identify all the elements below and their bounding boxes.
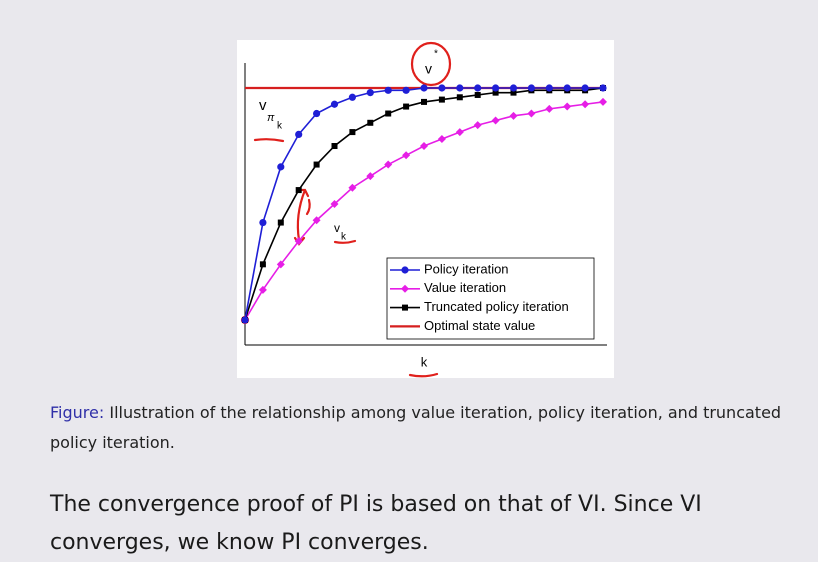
- legend-label: Policy iteration: [424, 261, 509, 276]
- marker: [331, 143, 338, 149]
- annotation-text: v: [425, 61, 432, 77]
- marker: [599, 84, 607, 92]
- marker: [402, 304, 408, 311]
- series: [241, 84, 607, 324]
- marker: [509, 84, 518, 92]
- annotation: v π k: [259, 97, 283, 132]
- annotation-sub: k: [341, 232, 347, 243]
- marker: [527, 109, 536, 118]
- marker: [258, 285, 267, 294]
- marker: [295, 130, 303, 138]
- marker: [241, 316, 249, 324]
- marker: [421, 98, 427, 105]
- series: [241, 97, 607, 324]
- legend-label: Truncated policy iteration: [424, 299, 569, 314]
- marker: [456, 84, 464, 92]
- marker: [366, 89, 374, 97]
- legend: Policy iteration Value iteration Truncated…: [386, 257, 595, 340]
- legend-label: Optimal state value: [424, 318, 535, 333]
- caption-label: Figure:: [50, 403, 105, 422]
- marker: [563, 102, 572, 111]
- marker: [581, 84, 589, 92]
- legend-box: [386, 257, 595, 340]
- marker: [527, 84, 535, 92]
- marker: [313, 161, 320, 168]
- x-axis-label: k: [421, 354, 428, 369]
- marker: [348, 93, 356, 101]
- marker: [294, 237, 303, 246]
- marker: [438, 84, 446, 92]
- caption-text: Illustration of the relationship among v…: [50, 403, 782, 452]
- marker: [401, 266, 409, 274]
- marker: [563, 84, 571, 92]
- marker: [438, 96, 445, 103]
- marker: [259, 218, 267, 227]
- chart: k v π k v k v * Policy iteration Value it…: [237, 40, 614, 378]
- marker: [509, 111, 518, 120]
- annotation-subsub: k: [277, 121, 283, 132]
- annotation-sup: *: [434, 49, 438, 60]
- marker: [510, 89, 517, 96]
- annotation: v k: [334, 221, 347, 242]
- marker: [349, 129, 356, 136]
- marker: [277, 163, 285, 171]
- annotation-sub: π: [267, 112, 275, 124]
- annotation-text: v: [259, 97, 267, 114]
- marker: [545, 104, 554, 113]
- marker: [330, 100, 339, 108]
- marker: [401, 284, 409, 293]
- marker: [402, 151, 411, 160]
- marker: [295, 187, 302, 194]
- marker: [492, 84, 500, 92]
- marker: [367, 119, 374, 126]
- marker: [276, 260, 285, 269]
- caption: Figure: Illustration of the relationship…: [50, 398, 790, 458]
- marker: [385, 110, 392, 117]
- body-text: The convergence proof of PI is based on …: [50, 492, 702, 555]
- marker: [474, 84, 482, 92]
- marker: [312, 216, 321, 225]
- marker: [581, 100, 590, 109]
- marker: [474, 91, 481, 98]
- marker: [491, 116, 500, 125]
- marker: [545, 84, 553, 92]
- marker: [259, 261, 266, 268]
- marker: [437, 135, 446, 144]
- marker: [402, 86, 410, 94]
- marker: [403, 103, 410, 110]
- annotation: v *: [425, 49, 438, 77]
- marker: [384, 86, 392, 94]
- marker: [473, 121, 482, 130]
- marker: [366, 172, 375, 181]
- marker: [456, 94, 463, 101]
- marker: [455, 128, 464, 137]
- marker: [492, 89, 499, 96]
- marker: [384, 160, 393, 169]
- marker: [420, 84, 428, 92]
- marker: [277, 219, 284, 226]
- marker: [599, 97, 607, 106]
- annotation-text: v: [334, 221, 340, 235]
- marker: [313, 109, 321, 118]
- marker: [348, 183, 357, 192]
- marker: [420, 142, 428, 150]
- marker: [330, 200, 339, 208]
- legend-label: Value iteration: [424, 280, 506, 295]
